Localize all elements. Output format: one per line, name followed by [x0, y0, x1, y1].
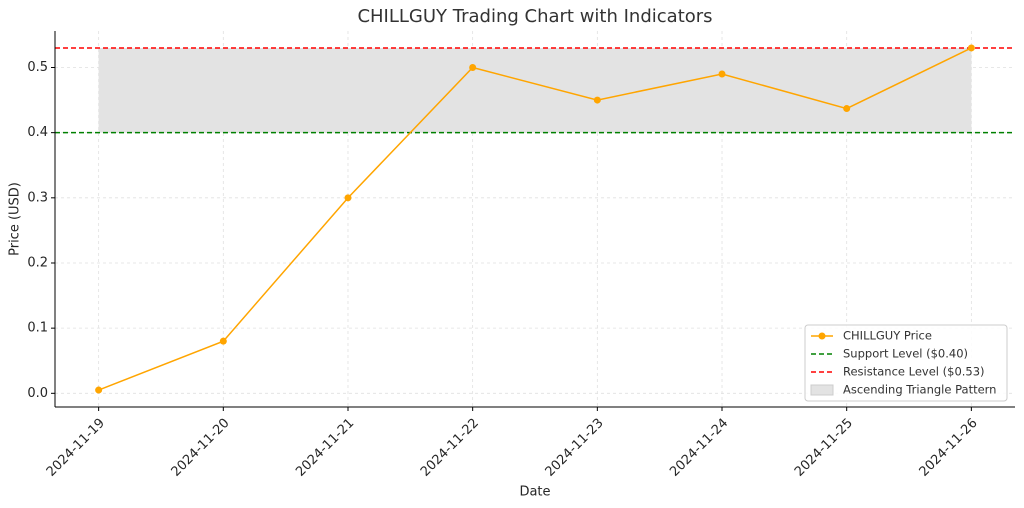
x-tick-label: 2024-11-25 [792, 416, 856, 480]
y-tick-label: 0.4 [27, 125, 48, 140]
legend-box [804, 324, 1008, 402]
x-tick-label: 2024-11-19 [44, 416, 108, 480]
pattern-band [98, 47, 972, 133]
x-tick-label: 2024-11-23 [543, 416, 607, 480]
price-line [98, 47, 972, 391]
x-axis-label: Date [519, 485, 550, 500]
x-tick-label: 2024-11-26 [917, 416, 981, 480]
legend: CHILLGUY Price Support Level ($0.40) Resis… [804, 324, 1008, 402]
legend-label: Support Level ($0.40) [843, 347, 968, 361]
legend-marker [818, 332, 826, 340]
x-tick-label: 2024-11-24 [667, 416, 731, 480]
x-tick-label: 2024-11-22 [418, 416, 482, 480]
legend-label: Ascending Triangle Pattern [843, 383, 996, 397]
y-axis-label: Price (USD) [8, 182, 23, 256]
y-tick-label: 0.5 [27, 60, 48, 75]
y-tick-label: 0.0 [27, 386, 48, 401]
x-tick-label: 2024-11-20 [169, 416, 233, 480]
chart-title: CHILLGUY Trading Chart with Indicators [357, 6, 712, 27]
legend-label: CHILLGUY Price [843, 329, 932, 343]
price-point [843, 105, 851, 113]
price-point [593, 96, 601, 104]
price-point [469, 63, 477, 71]
y-tick-label: 0.2 [27, 255, 48, 270]
y-tick-label: 0.3 [27, 190, 48, 205]
price-point [95, 386, 103, 394]
price-point [967, 44, 975, 52]
legend-label: Resistance Level ($0.53) [843, 365, 985, 379]
price-point [219, 337, 227, 345]
legend-swatch [810, 384, 834, 396]
y-tick-label: 0.1 [27, 321, 48, 336]
x-tick-label: 2024-11-21 [293, 416, 357, 480]
price-point [344, 194, 352, 202]
price-point [718, 70, 726, 78]
